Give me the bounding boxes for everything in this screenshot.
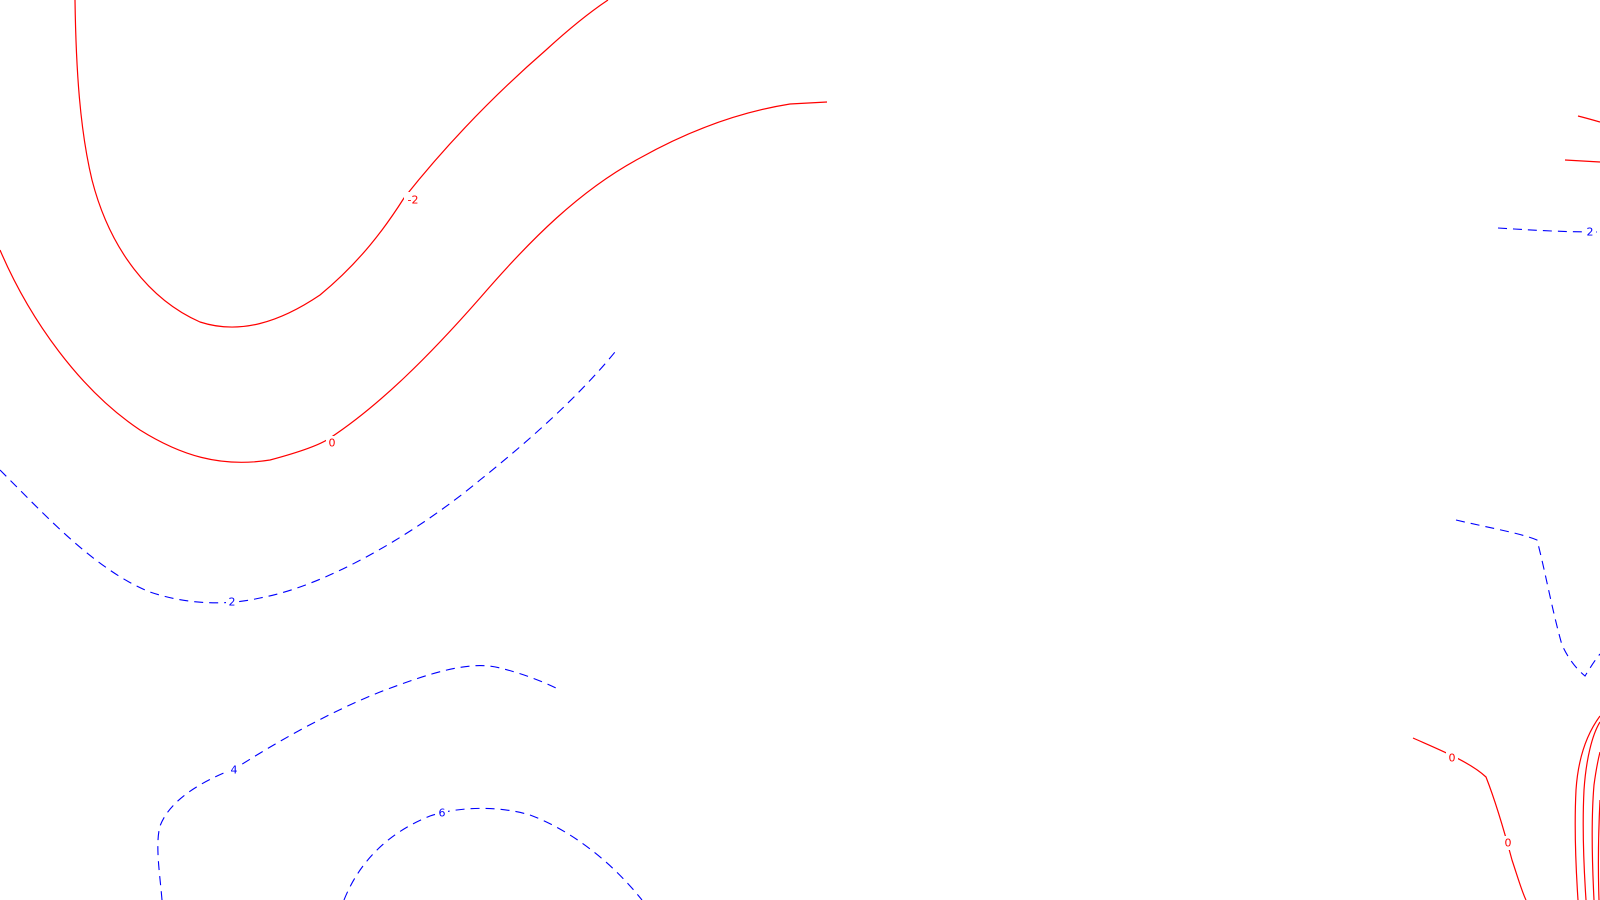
contour-label-0-left: 0: [326, 436, 338, 450]
contour-label-text: 0: [329, 437, 336, 450]
contour-label-text: 0: [1449, 752, 1456, 765]
contour-label-6-left: 6: [436, 806, 448, 820]
contour-line-neg2-outer: [74, 0, 609, 328]
contour-label-2-right: 2: [1584, 225, 1596, 239]
contour-line-red-right-bundle-1: [1582, 721, 1600, 900]
contour-line-4-left: [157, 665, 561, 900]
contour-label-0-right-b: 0: [1502, 836, 1514, 850]
contour-line-2-left: [0, 351, 616, 604]
contour-line-0-left: [0, 101, 828, 463]
contour-line-red-right-bundle-4: [1574, 715, 1600, 900]
contour-label-text: 4: [231, 764, 238, 777]
contour-label-text: 6: [439, 807, 446, 820]
contour-label-4-left: 4: [228, 763, 240, 777]
contour-label-0-right-a: 0: [1446, 751, 1458, 765]
contour-label-text: 2: [1587, 226, 1594, 239]
contour-label-text: 2: [229, 596, 236, 609]
contour-label-2-left: 2: [226, 595, 238, 609]
contour-line-red-right-top-b: [1564, 159, 1600, 163]
contour-line-6-left: [343, 807, 643, 900]
contour-line-2-right-lower: [1455, 519, 1600, 677]
contour-label-text: 0: [1505, 837, 1512, 850]
contour-line-red-right-bundle-3: [1597, 799, 1600, 900]
contour-label-text: -2: [408, 194, 419, 207]
contour-line-red-right-bundle-2: [1591, 751, 1600, 900]
contour-label-neg2: -2: [404, 192, 422, 207]
contour-line-red-right-top-a: [1577, 115, 1600, 123]
contour-line-2-right-top: [1497, 227, 1600, 233]
